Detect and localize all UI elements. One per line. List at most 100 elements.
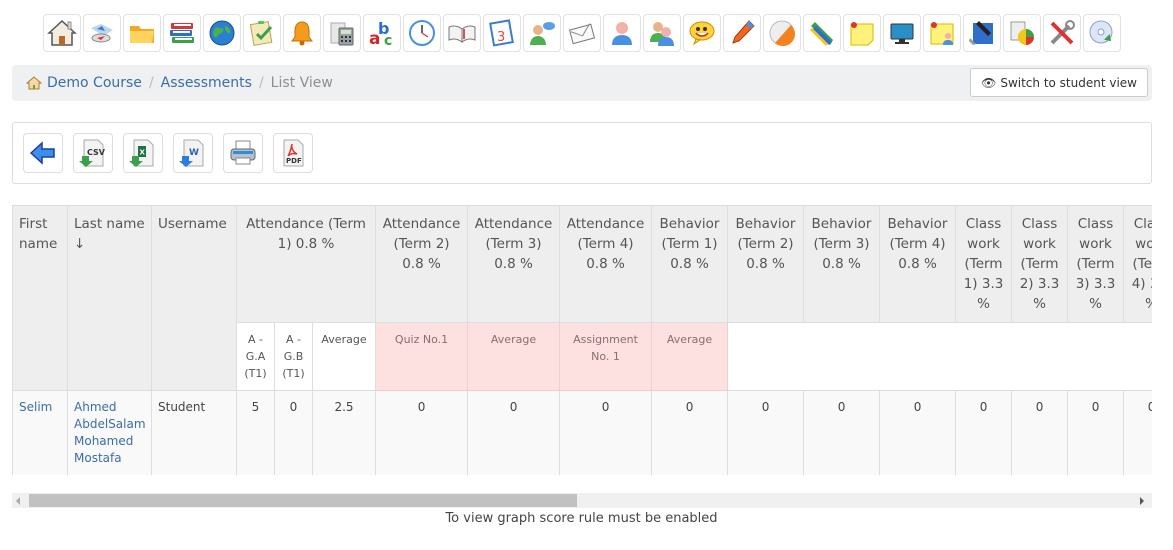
survey-button[interactable] [763, 14, 801, 52]
cell-first-name[interactable]: Selim [12, 390, 68, 475]
notes-button[interactable] [723, 14, 761, 52]
svg-text:c: c [384, 33, 392, 48]
home-button[interactable] [43, 14, 81, 52]
pdf-icon: PDF [283, 139, 304, 167]
envelope-icon [568, 23, 596, 45]
sticky-note-icon [850, 22, 874, 46]
pen-tools-icon [969, 21, 993, 45]
subheader-quiz-1: Quiz No.1 [375, 322, 469, 391]
graph-disabled-note: To view graph score rule must be enabled [445, 511, 718, 526]
header-attendance-term-2: Attendance (Term 2) 0.8 % [375, 205, 469, 323]
header-attendance-term-3: Attendance (Term 3) 0.8 % [467, 205, 561, 323]
authoring-button[interactable] [963, 14, 1001, 52]
notifications-button[interactable] [283, 14, 321, 52]
announcements-button[interactable] [843, 14, 881, 52]
clock-icon [409, 20, 435, 46]
cell-behavior-term-4: 0 [879, 390, 957, 475]
tasks-button[interactable] [243, 14, 281, 52]
switch-to-student-view-label: Switch to student view [1000, 75, 1137, 90]
online-button[interactable] [883, 14, 921, 52]
scrollbar-thumb[interactable] [29, 494, 577, 507]
user-icon [612, 22, 632, 45]
export-word-button[interactable]: W [173, 133, 213, 173]
wiki-button[interactable] [443, 14, 481, 52]
globe-icon [209, 20, 235, 46]
header-classwork-term-1: Class work (Term 1) 3.3 % [955, 205, 1013, 323]
print-button[interactable] [223, 133, 263, 173]
sticky-note-user-icon [930, 22, 954, 45]
groups-button[interactable] [643, 14, 681, 52]
links-button[interactable] [803, 14, 841, 52]
export-pdf-button[interactable]: PDF [273, 133, 313, 173]
cell-gb: 0 [274, 390, 313, 475]
files-button[interactable] [123, 14, 161, 52]
grades-table-container: First name Last name ↓ Username Attendan… [12, 205, 1152, 475]
header-username[interactable]: Username [151, 205, 237, 391]
header-last-name[interactable]: Last name ↓ [67, 205, 152, 391]
cell-attendance-term-2: 0 [375, 390, 469, 475]
scroll-left-arrow-icon[interactable] [16, 497, 20, 505]
cell-last-name[interactable]: Ahmed AbdelSalam Mohamed Mostafa [67, 390, 152, 475]
web-button[interactable] [203, 14, 241, 52]
header-behavior-term-4: Behavior (Term 4) 0.8 % [879, 205, 957, 323]
folder-icon [130, 26, 154, 43]
calendar-button[interactable]: 3 [483, 14, 521, 52]
library-button[interactable] [163, 14, 201, 52]
subheader-average: Average [311, 322, 377, 391]
subheader-average: Average [651, 322, 729, 391]
books-icon [170, 23, 194, 43]
open-book-icon [448, 25, 476, 43]
user-chat-icon [530, 22, 555, 45]
cd-install-icon [1089, 20, 1113, 44]
home-icon [47, 19, 77, 46]
cell-username: Student [151, 390, 237, 475]
subheader-ga: A - G.A (T1) [236, 322, 275, 391]
compass-map-icon [91, 24, 113, 43]
cell-average: 2.5 [311, 390, 377, 475]
calculator-button[interactable] [323, 14, 361, 52]
eye-icon: 👁 [981, 75, 997, 90]
export-excel-button[interactable]: X [123, 133, 163, 173]
back-arrow-icon [29, 141, 55, 165]
cell-classwork-term-1: 0 [955, 390, 1013, 475]
chat-button[interactable] [523, 14, 561, 52]
breadcrumb-demo-course[interactable]: Demo Course [47, 75, 142, 91]
home-icon [26, 76, 42, 90]
reports-button[interactable] [1003, 14, 1041, 52]
forum-button[interactable] [683, 14, 721, 52]
export-csv-button[interactable]: CSV [73, 133, 113, 173]
breadcrumb-assessments[interactable]: Assessments [160, 75, 252, 91]
word-icon: W [179, 139, 204, 167]
subheader-gb: A - G.B (T1) [274, 322, 313, 391]
timeline-button[interactable] [403, 14, 441, 52]
cell-classwork-term-3: 0 [1067, 390, 1125, 475]
cell-attendance-term-3: 0 [467, 390, 561, 475]
breadcrumb-separator: / [258, 75, 264, 91]
map-button[interactable] [83, 14, 121, 52]
header-behavior-term-3: Behavior (Term 3) 0.8 % [803, 205, 881, 323]
settings-button[interactable] [1043, 14, 1081, 52]
header-behavior-term-2: Behavior (Term 2) 0.8 % [727, 205, 805, 323]
cell-attendance-term-4: 0 [559, 390, 653, 475]
install-button[interactable] [1083, 14, 1121, 52]
header-attendance-term-4: Attendance (Term 4) 0.8 % [559, 205, 653, 323]
messages-button[interactable] [563, 14, 601, 52]
pencil-icon [732, 20, 755, 44]
switch-to-student-view-button[interactable]: 👁 Switch to student view [970, 68, 1148, 97]
breadcrumb-current: List View [270, 75, 333, 91]
header-first-name[interactable]: First name [12, 205, 68, 391]
horizontal-scrollbar[interactable] [12, 493, 1152, 508]
back-button[interactable] [23, 133, 63, 173]
breadcrumb-separator: / [148, 75, 154, 91]
svg-text:a: a [369, 29, 380, 48]
user-notes-button[interactable] [923, 14, 961, 52]
profile-button[interactable] [603, 14, 641, 52]
svg-text:3: 3 [497, 30, 505, 45]
header-behavior-term-1: Behavior (Term 1) 0.8 % [651, 205, 729, 323]
bell-icon [291, 21, 313, 46]
scroll-right-arrow-icon[interactable] [1140, 497, 1144, 505]
table-row: Selim Ahmed AbdelSalam Mohamed Mostafa S… [12, 390, 1152, 475]
grades-table: First name Last name ↓ Username Attendan… [12, 205, 1152, 475]
svg-text:PDF: PDF [286, 157, 302, 165]
